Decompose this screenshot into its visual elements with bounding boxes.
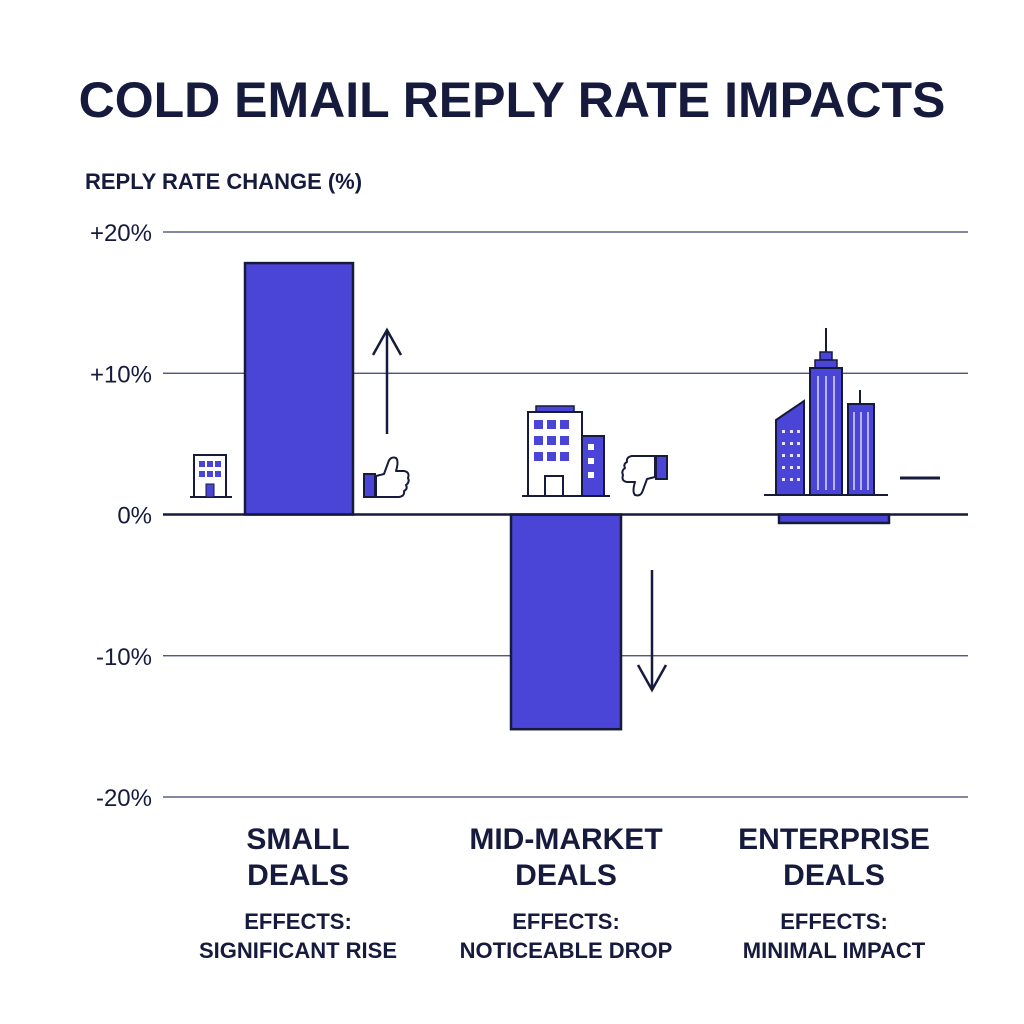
category-label: MID-MARKET (469, 823, 662, 856)
effect-label: EFFECTS: (244, 909, 352, 934)
effect-description: NOTICEABLE DROP (460, 938, 673, 963)
category-label: ENTERPRISE (738, 823, 930, 856)
thumbs-down-icon (621, 455, 668, 497)
y-tick-label: -20% (96, 785, 152, 812)
effect-label: EFFECTS: (512, 909, 620, 934)
thumbs-up-icon (363, 456, 410, 498)
office-building-icon (522, 405, 610, 497)
down-arrow-icon (636, 570, 668, 693)
y-tick-label: +10% (90, 361, 152, 388)
category-label: DEALS (515, 859, 617, 892)
bar (777, 513, 891, 525)
skyscraper-icon (764, 328, 888, 496)
y-tick-label: -10% (96, 644, 152, 671)
y-tick-labels: +20% +10% 0% -10% -20% (90, 220, 152, 812)
bars (243, 261, 891, 731)
up-arrow-icon (371, 327, 403, 434)
category-label: DEALS (783, 859, 885, 892)
y-axis-label: REPLY RATE CHANGE (%) (85, 169, 362, 194)
y-tick-label: 0% (117, 503, 152, 530)
bar (243, 261, 355, 516)
y-tick-label: +20% (90, 220, 152, 247)
chart-title: COLD EMAIL REPLY RATE IMPACTS (79, 72, 946, 128)
effect-label: EFFECTS: (780, 909, 888, 934)
effect-description: MINIMAL IMPACT (743, 938, 926, 963)
small-building-icon (190, 454, 232, 498)
category-label: SMALL (246, 823, 349, 856)
bar (509, 513, 623, 731)
category-label: DEALS (247, 859, 349, 892)
effect-description: SIGNIFICANT RISE (199, 938, 397, 963)
